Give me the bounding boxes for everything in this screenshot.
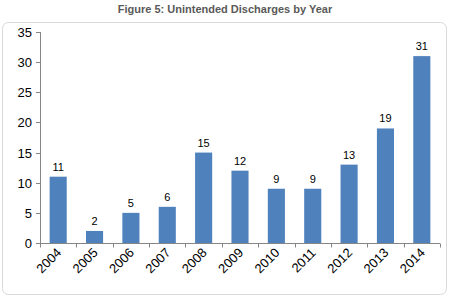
x-axis — [40, 243, 440, 244]
x-tick-label: 2004 — [33, 245, 64, 276]
y-tick — [36, 213, 40, 214]
x-tick — [367, 244, 368, 248]
x-tick — [185, 244, 186, 248]
y-tick — [36, 122, 40, 123]
x-tick-label: 2014 — [397, 245, 428, 276]
bar — [341, 165, 358, 243]
x-tick-label: 2007 — [142, 245, 173, 276]
data-label: 6 — [164, 191, 170, 203]
y-tick — [36, 153, 40, 154]
y-tick-label: 25 — [18, 85, 32, 100]
x-tick — [404, 244, 405, 248]
x-tick-label: 2012 — [324, 245, 355, 276]
y-tick — [36, 92, 40, 93]
bars — [50, 56, 431, 243]
data-label: 15 — [198, 137, 210, 149]
y-tick-label: 20 — [18, 115, 32, 130]
x-tick — [295, 244, 296, 248]
x-tick — [149, 244, 150, 248]
chart-frame — [3, 23, 447, 295]
data-label: 5 — [128, 197, 134, 209]
y-tick — [36, 243, 40, 244]
y-tick — [36, 62, 40, 63]
x-tick — [440, 244, 441, 248]
x-tick-label: 2010 — [251, 245, 282, 276]
y-tick-label: 10 — [18, 176, 32, 191]
x-tick — [222, 244, 223, 248]
bar — [50, 177, 67, 243]
x-tick-label: 2011 — [288, 245, 318, 275]
x-tick-label: 2013 — [361, 245, 392, 276]
y-tick-label: 15 — [18, 146, 32, 161]
bar — [86, 231, 103, 243]
title: Figure 5: Unintended Discharges by Year — [118, 3, 333, 15]
data-label: 9 — [273, 173, 279, 185]
data-label: 12 — [234, 155, 246, 167]
x-tick — [40, 244, 41, 248]
chart-container: Figure 5: Unintended Discharges by Year 1… — [0, 0, 450, 297]
data-label: 9 — [310, 173, 316, 185]
x-tick-label: 2009 — [215, 245, 246, 276]
chart: Figure 5: Unintended Discharges by Year 1… — [0, 0, 450, 297]
x-tick-label: 2006 — [106, 245, 137, 276]
data-label: 11 — [52, 161, 63, 173]
y-tick — [36, 32, 40, 33]
bar — [377, 128, 394, 243]
bar — [122, 213, 139, 243]
bar — [159, 207, 176, 243]
bar — [268, 189, 285, 243]
data-label: 19 — [379, 112, 391, 124]
data-label: 31 — [416, 40, 428, 52]
bar — [231, 171, 248, 243]
x-tick-label: 2008 — [179, 245, 210, 276]
x-tick-label: 2005 — [70, 245, 101, 276]
x-tick — [331, 244, 332, 248]
x-tick — [113, 244, 114, 248]
bar — [413, 56, 430, 243]
x-tick — [258, 244, 259, 248]
y-tick-label: 35 — [18, 25, 32, 40]
y-tick — [36, 183, 40, 184]
bar — [195, 153, 212, 243]
data-label: 13 — [343, 149, 355, 161]
y-tick-label: 30 — [18, 55, 32, 70]
y-tick-label: 0 — [25, 236, 32, 251]
y-axis — [40, 32, 41, 243]
bar — [304, 189, 321, 243]
x-tick — [76, 244, 77, 248]
data-label: 2 — [91, 215, 97, 227]
y-tick-label: 5 — [25, 206, 32, 221]
